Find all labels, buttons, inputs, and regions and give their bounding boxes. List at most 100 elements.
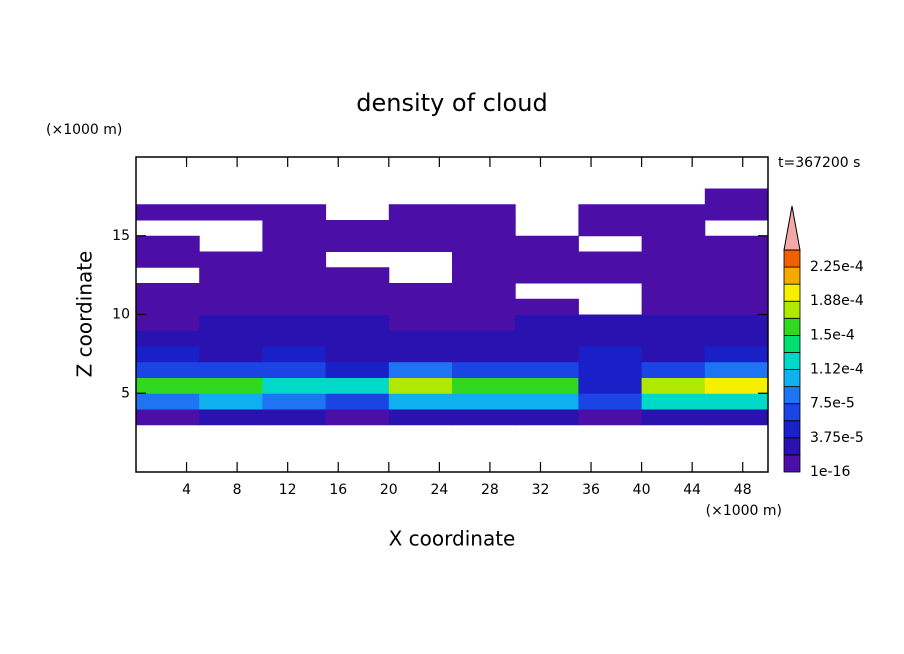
contour-cell: [641, 393, 706, 410]
contour-cell: [578, 299, 642, 315]
contour-cell: [515, 235, 579, 252]
contour-cell: [578, 330, 643, 347]
contour-cell: [325, 346, 390, 363]
contour-cell: [515, 251, 579, 268]
contour-cell: [641, 314, 706, 331]
contour-cell: [262, 235, 327, 252]
contour-cell: [452, 298, 516, 315]
contour-cell: [388, 204, 453, 221]
contour-cell: [199, 267, 263, 284]
contour-cell: [325, 361, 390, 378]
contour-cell: [452, 314, 516, 331]
contour-cell: [641, 377, 706, 394]
contour-cell: [262, 377, 327, 394]
contour-cell: [389, 252, 453, 268]
contour-cell: [704, 251, 769, 268]
contour-cell: [704, 204, 769, 221]
contour-cell: [452, 346, 516, 363]
x-unit: (×1000 m): [706, 503, 782, 519]
contour-cell: [389, 267, 453, 283]
contour-cell: [452, 235, 516, 252]
contour-cell: [136, 298, 200, 315]
colorbar-label: 2.25e-4: [810, 259, 864, 275]
contour-cell: [515, 393, 579, 410]
contour-cell: [515, 220, 579, 236]
contour-cell: [515, 377, 579, 394]
contour-cell: [136, 204, 200, 221]
colorbar-band: [783, 386, 801, 405]
contour-cell: [325, 409, 390, 426]
colorbar-band: [783, 300, 801, 319]
contour-cell: [199, 236, 263, 252]
contour-cell: [704, 409, 769, 426]
contour-cell: [578, 314, 643, 331]
contour-cell: [136, 330, 200, 347]
colorbar-band: [783, 420, 801, 439]
contour-cell: [388, 361, 453, 378]
contour-cell: [642, 189, 706, 205]
contour-cell: [641, 283, 706, 300]
x-tick-label: 20: [380, 482, 398, 498]
contour-cell: [136, 377, 200, 394]
contour-cell: [641, 220, 706, 237]
contour-cell: [578, 409, 643, 426]
contour-cell: [136, 220, 200, 236]
contour-cell: [136, 251, 200, 268]
x-tick-label: 44: [683, 482, 701, 498]
contour-cell: [641, 409, 706, 426]
contour-cell: [578, 220, 643, 237]
y-axis-label: Z coordinate: [73, 251, 97, 378]
contour-cell: [578, 283, 642, 299]
contour-cell: [388, 330, 453, 347]
contour-cell: [515, 189, 579, 205]
contour-cell: [578, 251, 643, 268]
colorbar-extension: [783, 205, 801, 251]
contour-cell: [262, 189, 326, 205]
x-axis-label: X coordinate: [389, 527, 516, 551]
contour-cell: [704, 283, 769, 300]
y-unit: (×1000 m): [46, 122, 122, 138]
x-tick-label: 40: [633, 482, 651, 498]
contour-cell: [452, 377, 516, 394]
contour-cell: [325, 298, 390, 315]
contour-cell: [262, 346, 327, 363]
contour-cell: [704, 267, 769, 284]
contour-cell: [704, 393, 769, 410]
contour-cell: [199, 361, 263, 378]
contour-cell: [326, 204, 390, 220]
colorbar-label: 1.88e-4: [810, 293, 864, 309]
contour-cell: [452, 189, 516, 205]
contour-cell: [515, 298, 579, 315]
contour-cell: [262, 298, 327, 315]
colorbar-band: [783, 283, 801, 302]
contour-cell: [325, 377, 390, 394]
contour-cell: [262, 251, 327, 268]
x-tick-label: 24: [430, 482, 448, 498]
contour-cell: [641, 267, 706, 284]
contour-cell: [704, 298, 769, 315]
colorbar-label: 1.5e-4: [810, 327, 855, 343]
contour-cell: [515, 283, 579, 299]
y-tick-label: 15: [112, 228, 130, 244]
y-tick-label: 5: [121, 385, 130, 401]
contour-cell: [199, 346, 263, 363]
contour-cell: [704, 188, 769, 205]
contour-cell: [136, 189, 200, 205]
contour-cell: [388, 314, 453, 331]
colorbar-label: 3.75e-5: [810, 430, 864, 446]
contour-cell: [641, 251, 706, 268]
x-tick-label: 4: [182, 482, 191, 498]
colorbar-band: [783, 266, 801, 285]
contour-cell: [452, 409, 516, 426]
x-tick-label: 32: [532, 482, 550, 498]
contour-cell: [578, 377, 643, 394]
contour-cell: [704, 330, 769, 347]
contour-cell: [388, 409, 453, 426]
contour-cell: [452, 204, 516, 221]
contour-cell: [704, 314, 769, 331]
y-tick-label: 10: [112, 307, 130, 323]
x-tick-label: 16: [329, 482, 347, 498]
contour-cell: [199, 330, 263, 347]
contour-cell: [704, 377, 769, 394]
contour-cell: [578, 189, 642, 205]
